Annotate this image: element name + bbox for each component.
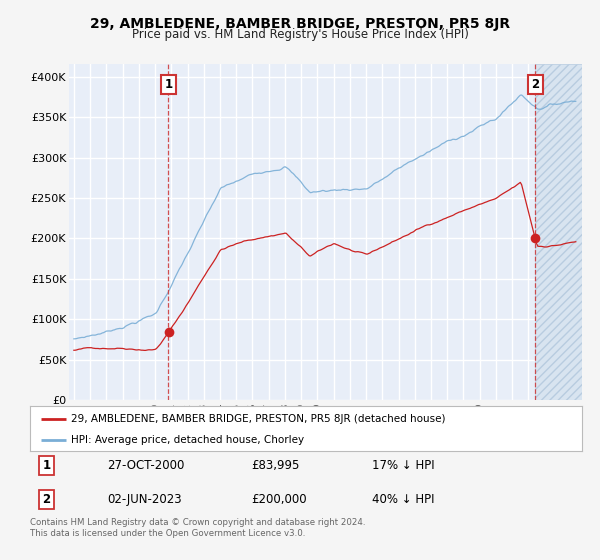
Text: Contains HM Land Registry data © Crown copyright and database right 2024.: Contains HM Land Registry data © Crown c… [30, 518, 365, 527]
Text: 17% ↓ HPI: 17% ↓ HPI [372, 459, 435, 472]
Text: 1: 1 [43, 459, 50, 472]
Text: HPI: Average price, detached house, Chorley: HPI: Average price, detached house, Chor… [71, 435, 305, 445]
Text: Price paid vs. HM Land Registry's House Price Index (HPI): Price paid vs. HM Land Registry's House … [131, 28, 469, 41]
Text: 40% ↓ HPI: 40% ↓ HPI [372, 493, 435, 506]
Text: 27-OCT-2000: 27-OCT-2000 [107, 459, 185, 472]
Text: 29, AMBLEDENE, BAMBER BRIDGE, PRESTON, PR5 8JR (detached house): 29, AMBLEDENE, BAMBER BRIDGE, PRESTON, P… [71, 413, 446, 423]
Text: £83,995: £83,995 [251, 459, 299, 472]
Text: 2: 2 [531, 78, 539, 91]
Text: 02-JUN-2023: 02-JUN-2023 [107, 493, 182, 506]
Text: £200,000: £200,000 [251, 493, 307, 506]
Bar [535, 64, 598, 400]
Text: 1: 1 [164, 78, 172, 91]
Text: This data is licensed under the Open Government Licence v3.0.: This data is licensed under the Open Gov… [30, 529, 305, 538]
Text: 29, AMBLEDENE, BAMBER BRIDGE, PRESTON, PR5 8JR: 29, AMBLEDENE, BAMBER BRIDGE, PRESTON, P… [90, 17, 510, 31]
Text: 2: 2 [43, 493, 50, 506]
